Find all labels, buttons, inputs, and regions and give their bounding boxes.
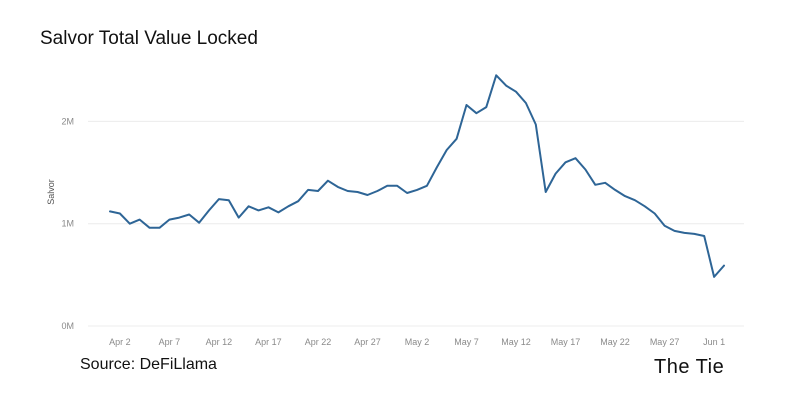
chart-title: Salvor Total Value Locked [40, 28, 258, 49]
x-tick-label: May 2 [405, 337, 430, 347]
y-axis-label: Salvor [46, 179, 56, 205]
source-caption: Source: DeFiLlama [80, 356, 217, 373]
brand-logo: The Tie [654, 356, 725, 378]
y-axis-ticks: 0M 1M 2M [61, 116, 74, 331]
x-tick-label: Jun 1 [703, 337, 725, 347]
gridlines [88, 120, 744, 327]
x-tick-label: Apr 17 [255, 337, 282, 347]
y-tick-label: 1M [61, 219, 74, 229]
y-tick-label: 0M [61, 321, 74, 331]
x-tick-label: May 22 [600, 337, 630, 347]
x-tick-label: May 12 [501, 337, 531, 347]
y-tick-label: 2M [61, 116, 74, 126]
x-tick-label: May 27 [650, 337, 680, 347]
x-tick-label: Apr 2 [109, 337, 131, 347]
x-axis-ticks: Apr 2 Apr 7 Apr 12 Apr 17 Apr 22 Apr 27 May 2 M… [109, 337, 725, 347]
x-tick-label: Apr 22 [305, 337, 332, 347]
x-tick-label: Apr 7 [159, 337, 181, 347]
x-tick-label: May 7 [454, 337, 479, 347]
x-tick-label: Apr 12 [206, 337, 233, 347]
x-tick-label: May 17 [551, 337, 581, 347]
x-tick-label: Apr 27 [354, 337, 381, 347]
series-line-salvor [109, 74, 725, 278]
